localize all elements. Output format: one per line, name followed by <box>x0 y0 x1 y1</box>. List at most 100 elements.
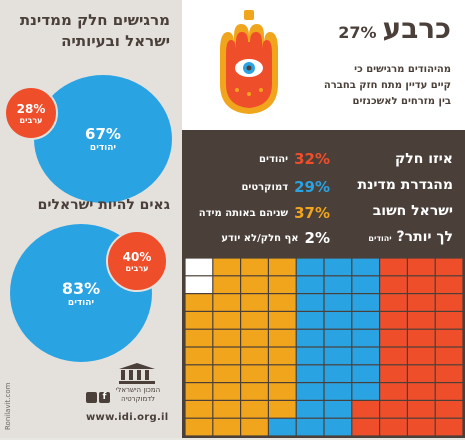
waffle-cell-jewish <box>352 401 379 418</box>
q2-arabs-label: ערבים <box>125 263 149 273</box>
waffle-cell-democratic <box>324 294 352 311</box>
q3-row-label: אף חלק/לא יודע <box>221 232 299 244</box>
idi-url[interactable]: www.idi.org.il <box>86 412 169 423</box>
facebook-icon[interactable]: f <box>99 392 110 403</box>
waffle-cell-jewish <box>380 258 407 276</box>
twitter-icon[interactable] <box>86 392 97 403</box>
q3-row-pct: 32% <box>294 150 330 168</box>
q3-title-line1: איזו חלק <box>395 151 453 167</box>
waffle-cell-democratic <box>296 294 324 311</box>
q3-title: איזו חלק מהגדרת מדינת ישראל חשוב לך יותר… <box>333 146 454 252</box>
q2-title: גאים להיות ישראלים <box>37 197 170 213</box>
designer-credit: Ronilavit.com <box>4 382 12 430</box>
waffle-cell-both <box>213 258 240 276</box>
waffle-cell-democratic <box>324 347 352 365</box>
q1-title: מרגישים חלק ממדינת ישראל ובעיותיה <box>0 10 170 52</box>
waffle-cell-jewish <box>408 401 435 418</box>
waffle-cell-jewish <box>380 347 407 365</box>
waffle-cell-jewish <box>408 347 435 365</box>
waffle-cell-both <box>241 258 268 276</box>
waffle-cell-democratic <box>324 418 352 436</box>
waffle-cell-jewish <box>435 401 463 418</box>
waffle-cell-both <box>241 276 268 293</box>
waffle-cell-jewish <box>435 418 463 436</box>
waffle-cell-democratic <box>324 258 352 276</box>
q2-jews-label: יהודים <box>67 297 95 308</box>
waffle-cell-democratic <box>352 347 379 365</box>
quarter-line1: מהיהודים מרגישים כי <box>354 64 451 75</box>
waffle-cell-jewish <box>408 329 435 347</box>
q1-title-line2: ישראל ובעיותיה <box>61 32 170 50</box>
waffle-cell-both <box>269 347 296 365</box>
waffle-cell-jewish <box>380 418 407 436</box>
waffle-cell-democratic <box>296 347 324 365</box>
idi-logo-text: המכון הישראלי לדמוקרטיה <box>108 386 168 404</box>
waffle-cell-jewish <box>435 347 463 365</box>
q3-row-both: 37% שניהם באותה מידה <box>199 204 330 222</box>
waffle-cell-both <box>185 329 213 347</box>
waffle-cell-both <box>185 401 213 418</box>
q1-arabs-pct: 28% <box>16 101 46 116</box>
quarter-pct: 27% <box>338 23 377 42</box>
waffle-cell-jewish <box>380 401 407 418</box>
waffle-cell-jewish <box>380 294 407 311</box>
waffle-cell-jewish <box>408 383 435 400</box>
waffle-cell-both <box>241 347 268 365</box>
waffle-cell-both <box>185 365 213 382</box>
waffle-cell-jewish <box>380 365 407 382</box>
waffle-cell-democratic <box>324 365 352 382</box>
quarter-big-word: כרבע <box>382 12 451 45</box>
q3-row-pct: 29% <box>294 178 330 196</box>
waffle-cell-jewish <box>380 312 407 329</box>
waffle-cell-both <box>185 294 213 311</box>
q3-row-pct: 2% <box>304 229 330 247</box>
waffle-cell-democratic <box>324 276 352 293</box>
waffle-cell-democratic <box>296 329 324 347</box>
waffle-cell-democratic <box>296 258 324 276</box>
q3-row-label: יהודים <box>259 153 289 165</box>
q2-arabs-bubble: 40% ערבים <box>106 230 168 292</box>
waffle-cell-both <box>269 276 296 293</box>
waffle-cell-democratic <box>352 312 379 329</box>
waffle-cell-both <box>241 312 268 329</box>
waffle-cell-both <box>269 365 296 382</box>
waffle-cell-jewish <box>435 276 463 293</box>
q3-row-label: שניהם באותה מידה <box>198 207 289 219</box>
q1-arabs-bubble: 28% ערבים <box>4 86 58 140</box>
waffle-cell-both <box>213 294 240 311</box>
waffle-cell-democratic <box>296 401 324 418</box>
waffle-cell-both <box>269 312 296 329</box>
waffle-cell-jewish <box>352 418 379 436</box>
q3-row-none: 2% אף חלק/לא יודע <box>221 229 330 247</box>
waffle-cell-both <box>269 329 296 347</box>
waffle-cell-both <box>213 276 240 293</box>
waffle-cell-both <box>213 401 240 418</box>
waffle-cell-democratic <box>324 401 352 418</box>
idi-logo-line1: המכון הישראלי <box>115 386 161 394</box>
waffle-cell-jewish <box>380 383 407 400</box>
waffle-cell-jewish <box>380 329 407 347</box>
waffle-cell-democratic <box>296 383 324 400</box>
waffle-cell-democratic <box>269 418 296 436</box>
q3-title-line3: ישראל חשוב <box>372 203 453 219</box>
q1-arabs-label: ערבים <box>19 115 43 125</box>
waffle-cell-both <box>213 347 240 365</box>
waffle-cell-jewish <box>435 365 463 382</box>
q1-jews-bubble: 67% יהודים <box>34 75 172 203</box>
q1-title-line1: מרגישים חלק ממדינת <box>19 11 170 29</box>
waffle-cell-none <box>185 276 213 293</box>
waffle-cell-democratic <box>352 329 379 347</box>
waffle-cell-both <box>269 258 296 276</box>
waffle-cell-both <box>185 312 213 329</box>
waffle-cell-democratic <box>296 365 324 382</box>
quarter-line3: בין מזרחים לאשכנזים <box>352 96 452 107</box>
q3-row-pct: 37% <box>294 204 330 222</box>
quarter-text: מהיהודים מרגישים כי קיים עדיין מתח חזק ב… <box>286 62 451 110</box>
waffle-cell-democratic <box>296 418 324 436</box>
waffle-cell-jewish <box>408 312 435 329</box>
waffle-cell-democratic <box>324 329 352 347</box>
waffle-cell-both <box>241 401 268 418</box>
waffle-cell-both <box>241 294 268 311</box>
waffle-cell-democratic <box>352 276 379 293</box>
waffle-svg <box>185 258 463 436</box>
